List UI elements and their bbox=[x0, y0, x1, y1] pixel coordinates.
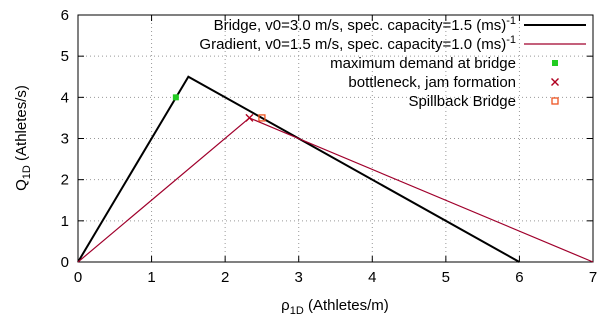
series-layer bbox=[77, 75, 594, 263]
y-tick-label: 3 bbox=[61, 131, 69, 148]
x-tick-label: 6 bbox=[515, 269, 523, 286]
y-tick-label: 2 bbox=[61, 172, 69, 189]
legend: Bridge, v0=3.0 m/s, spec. capacity=1.5 (… bbox=[199, 15, 586, 110]
legend-label-0: Bridge, v0=3.0 m/s, spec. capacity=1.5 (… bbox=[214, 15, 516, 34]
y-tick-label: 4 bbox=[61, 89, 69, 106]
y-tick-label: 0 bbox=[61, 254, 69, 271]
x-tick-label: 4 bbox=[368, 269, 376, 286]
data-point-4 bbox=[258, 114, 266, 122]
x-tick-label: 0 bbox=[74, 269, 82, 286]
x-tick-label: 3 bbox=[295, 269, 303, 286]
legend-label-3: bottleneck, jam formation bbox=[348, 74, 516, 91]
x-tick-label: 2 bbox=[221, 269, 229, 286]
legend-label-2: maximum demand at bridge bbox=[330, 55, 516, 72]
x-axis-label: ρ1D (Athletes/m) bbox=[281, 297, 389, 317]
series-line-0 bbox=[77, 75, 520, 263]
marker-stroke bbox=[551, 78, 559, 86]
y-tick-label: 5 bbox=[61, 48, 69, 65]
series-line-1 bbox=[77, 117, 594, 263]
data-point-3 bbox=[245, 113, 254, 122]
x-tick-label: 5 bbox=[442, 269, 450, 286]
y-axis-label: Q1D (Athletes/s) bbox=[13, 85, 33, 191]
legend-swatch-2 bbox=[552, 60, 558, 66]
y-tick-label: 6 bbox=[61, 7, 69, 24]
y-tick-label: 1 bbox=[61, 213, 69, 230]
x-tick-label: 7 bbox=[589, 269, 597, 286]
legend-label-1: Gradient, v0=1.5 m/s, spec. capacity=1.0… bbox=[199, 34, 516, 53]
marker-stroke bbox=[245, 113, 254, 122]
legend-label-4: Spillback Bridge bbox=[408, 93, 516, 110]
legend-swatch-4 bbox=[551, 97, 559, 105]
x-tick-label: 1 bbox=[147, 269, 155, 286]
data-point-2 bbox=[172, 94, 179, 101]
legend-swatch-3 bbox=[551, 78, 559, 86]
axis-ticks: 0 1 2 3 4 5 6 7 0 1 2 3 4 5 6 bbox=[61, 7, 597, 286]
